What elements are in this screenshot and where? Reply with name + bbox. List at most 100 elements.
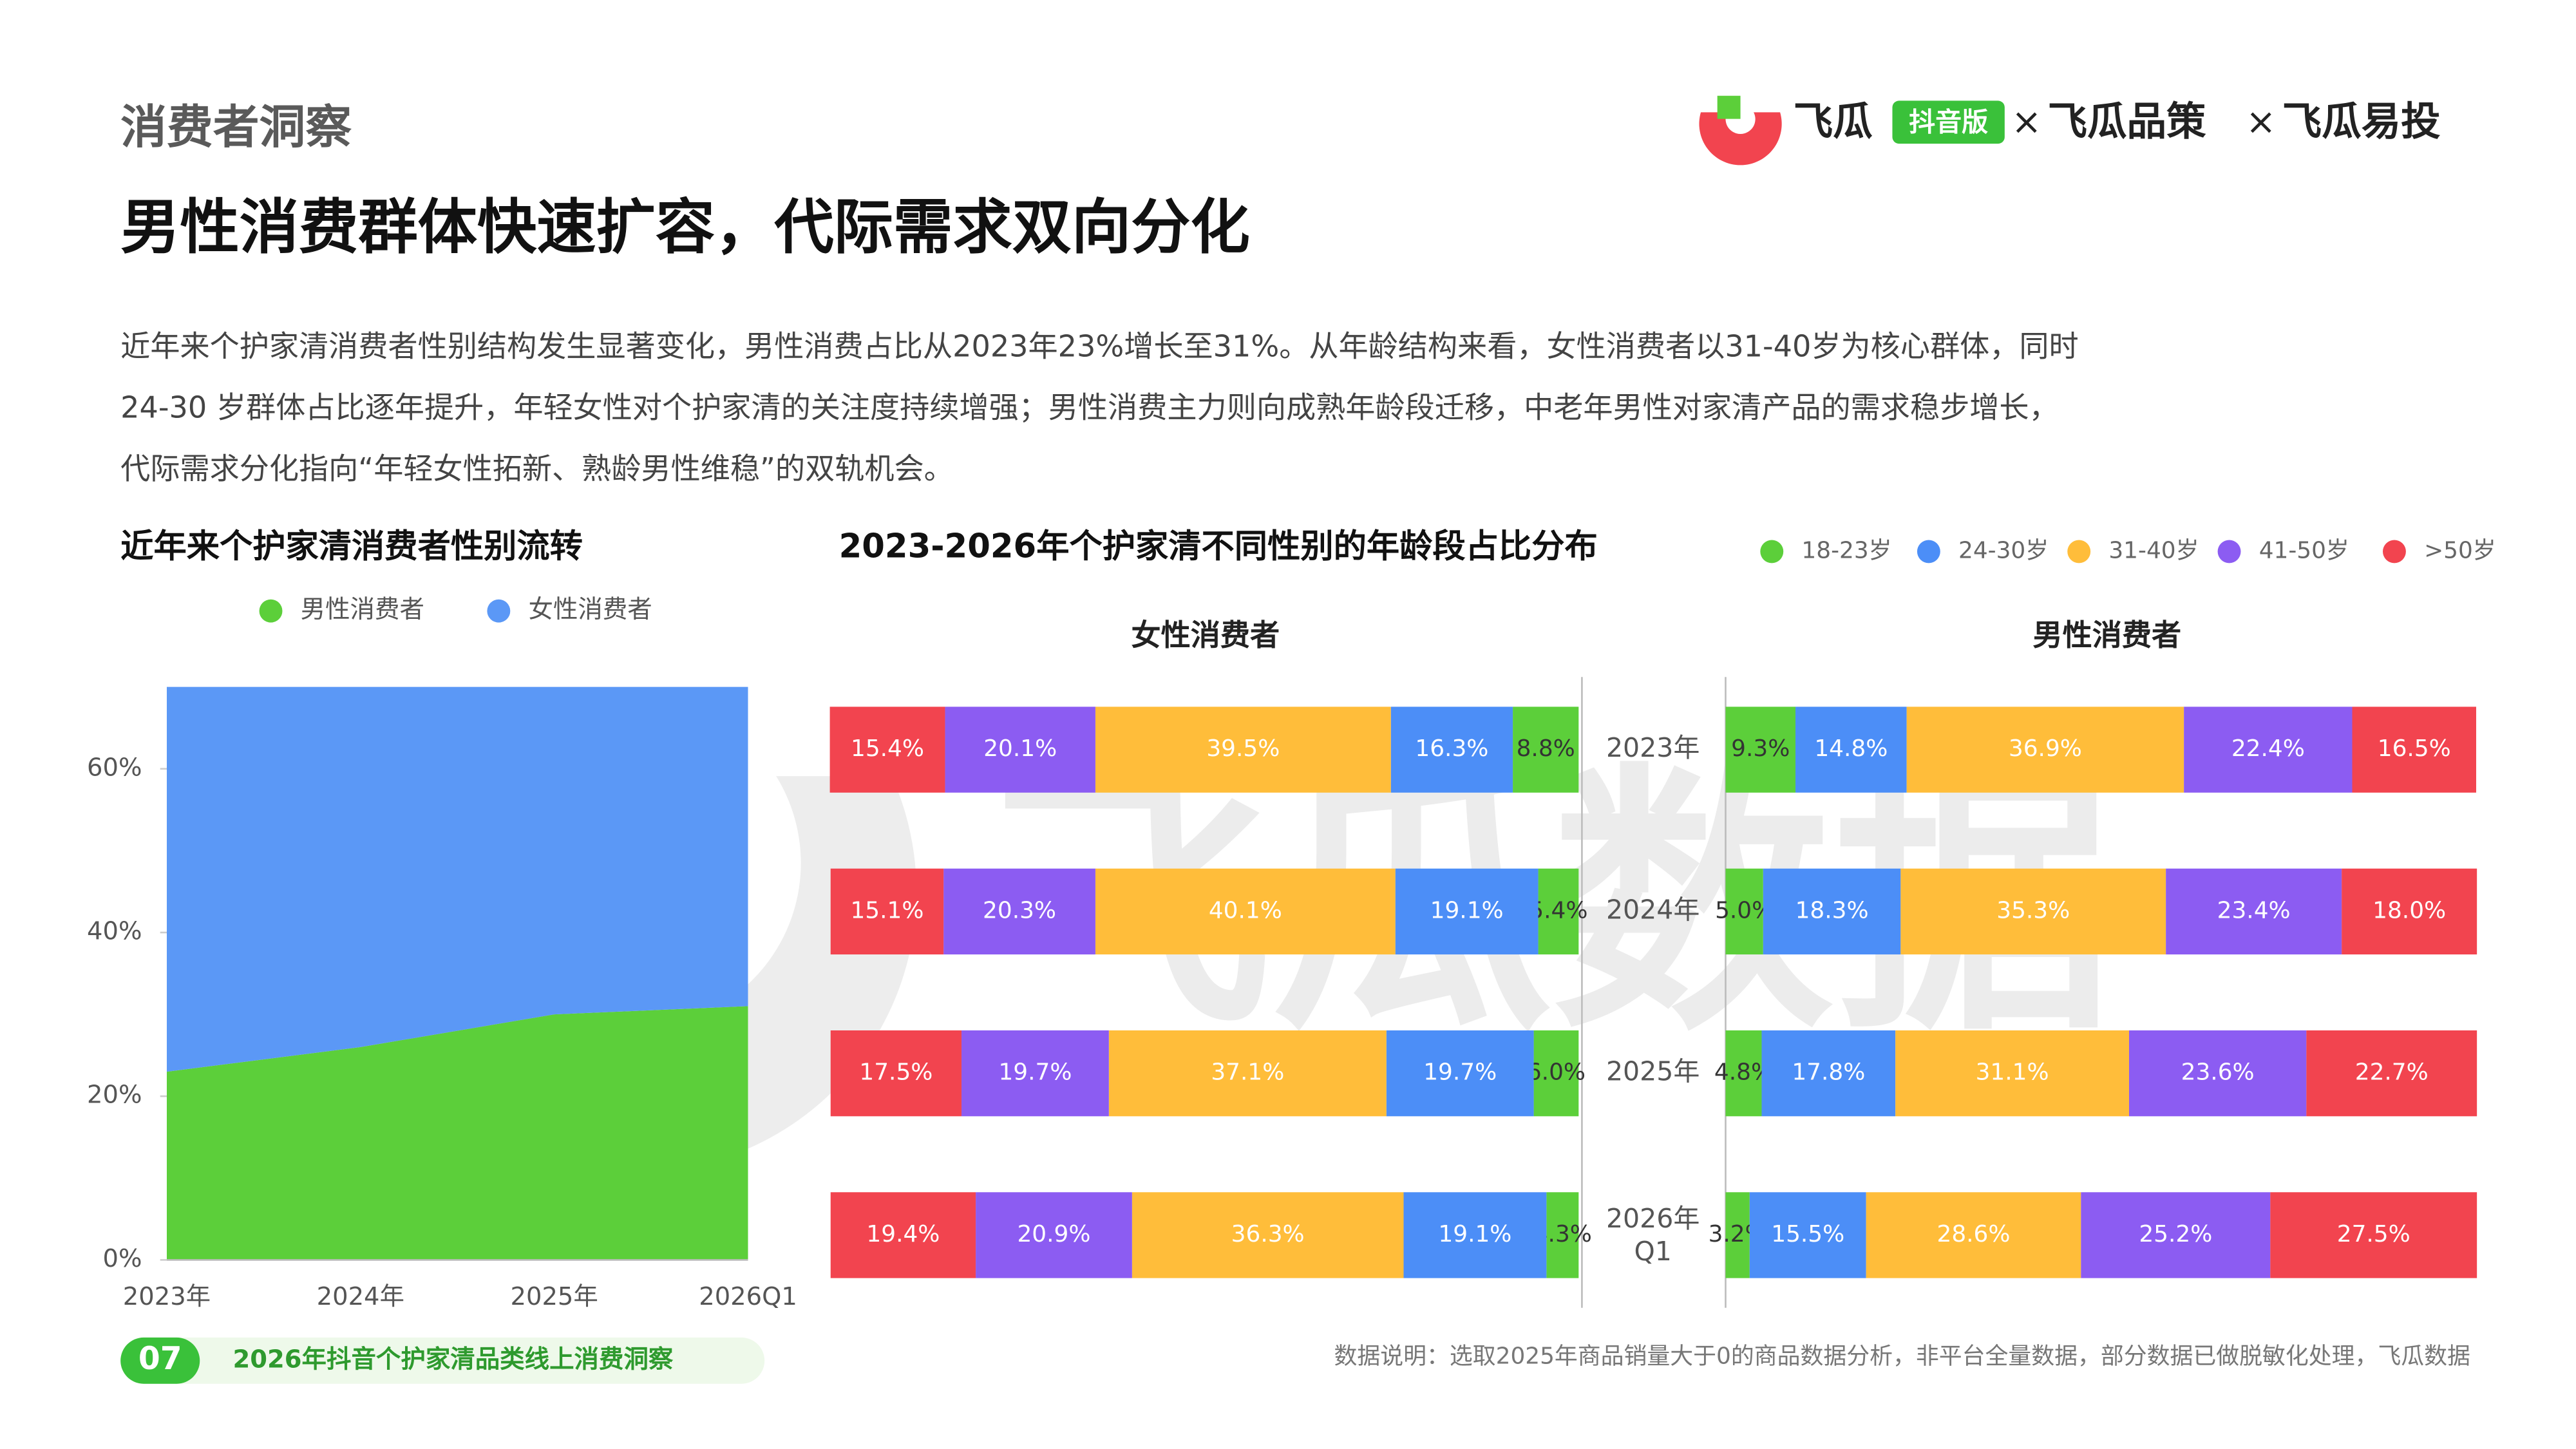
brand-sep: ×: [2011, 101, 2041, 143]
brand-badge: [1892, 100, 2005, 144]
area: [166, 1006, 748, 1260]
y-tick-label: 40%: [87, 916, 142, 945]
legend-swatch: [2383, 540, 2406, 564]
bar-segment: [1403, 1192, 1547, 1278]
brand-logo: [1699, 112, 1782, 166]
category-label: 2023年: [1606, 732, 1700, 763]
value-label: 28.6%: [1937, 1221, 2011, 1247]
x-tick-label: 2025年: [511, 1282, 598, 1311]
bar-segment: [1749, 1192, 1866, 1278]
legend-label: 31-40岁: [2108, 537, 2199, 564]
bar-segment: [1132, 1192, 1404, 1278]
bar-segment: [2270, 1192, 2477, 1278]
legend-label: 18-23岁: [1801, 537, 1891, 564]
value-label: 15.4%: [851, 735, 924, 762]
value-label: 35.3%: [1996, 897, 2070, 923]
footer-label: 2026年抖音个护家清品类线上消费洞察: [233, 1345, 674, 1374]
area: [166, 687, 748, 1072]
value-label: 19.7%: [1423, 1059, 1497, 1086]
bar-segment: [1095, 868, 1396, 955]
category-label-part: 2026年: [1606, 1203, 1700, 1234]
page-badge: [120, 1337, 200, 1384]
value-label: 20.9%: [1017, 1221, 1090, 1247]
bar-segment: [1546, 1192, 1579, 1278]
value-label: 20.1%: [983, 735, 1057, 762]
value-label: 25.2%: [2139, 1221, 2212, 1247]
y-tick-label: 0%: [102, 1244, 142, 1273]
value-label: 27.5%: [2337, 1221, 2410, 1247]
legend-swatch: [2067, 540, 2091, 564]
bar-segment: [961, 1030, 1109, 1117]
brand-name: 飞瓜: [1794, 98, 1873, 144]
brand-badge-text: 抖音版: [1909, 106, 1988, 137]
bar-segment: [1386, 1030, 1534, 1117]
legend-swatch: [1917, 540, 1940, 564]
x-tick-label: 2024年: [317, 1282, 404, 1311]
category-label: 2024年: [1606, 894, 1700, 925]
y-tick-label: 60%: [87, 753, 142, 782]
section-title: 消费者洞察: [120, 100, 352, 154]
paragraph-line: 近年来个护家清消费者性别结构发生显著变化，男性消费占比从2023年23%增长至3…: [120, 329, 2078, 364]
bar-segment: [1761, 1030, 1896, 1117]
bar-segment: [2342, 868, 2477, 955]
value-label: 19.7%: [998, 1059, 1072, 1086]
bar-segment: [1763, 868, 1901, 955]
legend-swatch: [487, 599, 511, 623]
bar-segment: [830, 868, 944, 955]
legend-swatch: [259, 599, 283, 623]
bar-segment: [2306, 1030, 2477, 1117]
y-tick-label: 20%: [87, 1081, 142, 1110]
value-label: 23.4%: [2217, 897, 2291, 923]
bar-segment: [1906, 706, 2184, 793]
value-label: 23.6%: [2181, 1059, 2255, 1086]
category-label: 2025年: [1606, 1056, 1700, 1087]
page-number: 07: [138, 1341, 182, 1377]
bar-segment: [976, 1192, 1132, 1278]
bar-segment: [1725, 1030, 1762, 1117]
bar-segment: [2184, 706, 2353, 793]
bar-segment: [1095, 706, 1391, 793]
legend-label: 41-50岁: [2259, 537, 2349, 564]
value-label: 18.0%: [2372, 897, 2446, 923]
value-label: 36.9%: [2009, 735, 2082, 762]
value-label: 22.4%: [2231, 735, 2305, 762]
panel-title: 男性消费者: [2032, 618, 2181, 652]
category-label: 2026年 Q1: [1606, 1203, 1700, 1267]
value-label: 19.1%: [1438, 1221, 1511, 1247]
bar-segment: [1513, 706, 1579, 793]
brand-name: 飞瓜品策: [2047, 98, 2206, 144]
bar-segment: [1533, 1030, 1579, 1117]
bar-segment: [945, 706, 1095, 793]
bar-segment: [1895, 1030, 2129, 1117]
bar-segment: [830, 1192, 976, 1278]
headline: 男性消费群体快速扩容，代际需求双向分化: [120, 192, 1250, 261]
brand-sep: ×: [2246, 101, 2276, 143]
value-label: 6.0%: [1527, 1059, 1586, 1086]
bar-segment: [2166, 868, 2342, 955]
legend-label: 24-30岁: [1958, 537, 2049, 564]
bar-segment: [2352, 706, 2476, 793]
legend-label: 女性消费者: [529, 595, 652, 624]
paragraph-line: 代际需求分化指向“年轻女性拓新、熟龄男性维稳”的双轨机会。: [120, 451, 954, 486]
value-label: 40.1%: [1209, 897, 1282, 923]
value-label: 17.8%: [1792, 1059, 1865, 1086]
value-label: 19.1%: [1430, 897, 1504, 923]
value-label: 5.4%: [1529, 897, 1587, 923]
paragraph-line: 24-30 岁群体占比逐年提升，年轻女性对个护家清的关注度持续增强；男性消费主力…: [120, 390, 2058, 424]
value-label: 37.1%: [1211, 1059, 1284, 1086]
legend-label: >50岁: [2424, 537, 2496, 564]
bar-segment: [1108, 1030, 1387, 1117]
bar-segment: [1395, 868, 1539, 955]
brand-name: 飞瓜易投: [2282, 98, 2441, 144]
bar-segment: [1725, 868, 1763, 955]
footer-pill: [120, 1337, 765, 1384]
chart-title: 2023-2026年个护家清不同性别的年龄段占比分布: [839, 527, 1598, 565]
bar-segment: [943, 868, 1095, 955]
bar-segment: [2128, 1030, 2307, 1117]
footer-note: 数据说明：选取2025年商品销量大于0的商品数据分析，非平台全量数据，部分数据已…: [1334, 1343, 2470, 1370]
x-tick-label: 2023年: [123, 1282, 211, 1311]
value-label: 20.3%: [983, 897, 1056, 923]
panel-title: 女性消费者: [1131, 618, 1280, 652]
bar-segment: [829, 706, 945, 793]
